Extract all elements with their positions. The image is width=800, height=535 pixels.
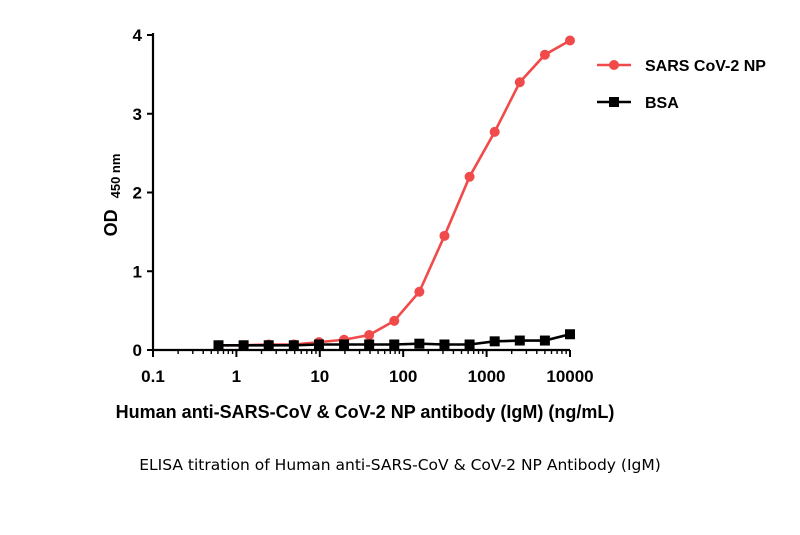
data-point (514, 77, 525, 88)
series-0 (213, 35, 575, 351)
x-tick-label: 0.1 (141, 367, 165, 386)
data-point (489, 336, 500, 347)
y-tick-label: 2 (133, 184, 142, 203)
data-point (464, 339, 475, 350)
data-point (489, 126, 500, 137)
data-point (238, 340, 249, 351)
data-point (339, 339, 350, 350)
data-point (389, 339, 400, 350)
legend-label: SARS CoV-2 NP (645, 58, 766, 75)
data-point (414, 286, 425, 297)
legend: SARS CoV-2 NP BSA (597, 58, 766, 112)
x-tick-label: 10000 (546, 367, 593, 386)
data-point (464, 171, 475, 182)
data-point (565, 35, 575, 46)
data-point (389, 315, 400, 326)
x-axis-title: Human anti-SARS-CoV & CoV-2 NP antibody … (116, 402, 615, 422)
y-tick-label: 4 (133, 26, 143, 45)
y-tick-label: 3 (133, 105, 142, 124)
y-axis-title-main: OD (101, 209, 121, 236)
data-point (213, 340, 224, 351)
data-point (565, 329, 575, 340)
data-point (364, 339, 375, 350)
y-axis-title: OD 450 nm (101, 154, 123, 237)
series-layer (213, 35, 575, 351)
legend-label: BSA (645, 95, 679, 112)
data-point (539, 335, 550, 346)
x-tick-label: 10 (310, 367, 329, 386)
data-point (263, 340, 274, 351)
data-point (514, 335, 525, 346)
figure-caption: ELISA titration of Human anti-SARS-CoV &… (139, 456, 661, 474)
data-point (313, 339, 324, 350)
x-tick-label: 100 (389, 367, 417, 386)
elisa-chart: 0 1 2 3 4 0.1 1 10 100 1000 10000 SARS CoV-2 NP BSA… (101, 26, 766, 422)
y-tick-label: 1 (133, 262, 142, 281)
x-tick-label: 1000 (468, 367, 506, 386)
data-point (439, 339, 450, 350)
legend-entry-0: SARS CoV-2 NP (597, 58, 766, 75)
data-point (439, 230, 450, 241)
legend-entry-1: BSA (597, 95, 679, 112)
x-tick-label: 1 (232, 367, 241, 386)
series-1 (213, 329, 575, 351)
data-point (364, 330, 375, 341)
data-point (539, 49, 550, 60)
y-tick-label: 0 (133, 341, 142, 360)
axes: 0 1 2 3 4 0.1 1 10 100 1000 10000 (133, 26, 594, 386)
data-point (288, 340, 299, 351)
legend-marker (609, 97, 619, 107)
y-axis-title-sub: 450 nm (108, 154, 123, 199)
y-axis-title-group: OD 450 nm (101, 154, 123, 237)
data-point (414, 338, 425, 349)
legend-marker (609, 60, 619, 70)
